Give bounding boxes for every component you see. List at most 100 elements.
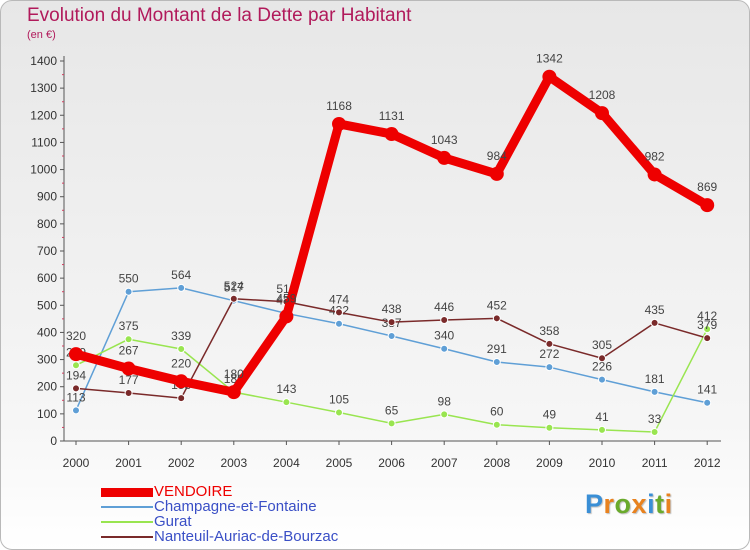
legend-swatch: [101, 488, 153, 497]
y-tick-label: 600: [37, 271, 57, 285]
data-label: 33: [648, 412, 662, 426]
data-label: 49: [543, 408, 557, 422]
data-point: [174, 374, 189, 389]
data-label: 60: [490, 405, 504, 419]
data-point: [542, 69, 557, 84]
logo-letter: x: [631, 489, 648, 519]
data-label: 1168: [326, 99, 352, 113]
data-label: 446: [434, 300, 454, 314]
data-point: [598, 375, 606, 384]
x-tick-label: 2009: [536, 456, 563, 470]
data-point: [387, 318, 396, 327]
data-point: [598, 425, 606, 434]
series-line-vendoire: [71, 72, 712, 397]
legend-label: Gurat: [154, 513, 192, 530]
data-point: [124, 388, 133, 397]
data-point: [598, 354, 606, 363]
data-label: 1043: [431, 133, 458, 147]
x-tick-label: 2001: [115, 456, 142, 470]
data-point: [492, 314, 501, 323]
x-tick-label: 2012: [694, 456, 721, 470]
data-label: 474: [329, 292, 349, 306]
data-label: 320: [66, 329, 86, 343]
data-label: 340: [434, 329, 454, 343]
y-tick-label: 500: [37, 298, 57, 312]
data-point: [121, 361, 136, 376]
data-label: 291: [487, 342, 507, 356]
y-tick-label: 700: [37, 244, 57, 258]
data-label: 412: [697, 309, 717, 323]
data-label: 339: [171, 329, 191, 343]
data-point: [440, 315, 449, 324]
data-point: [177, 394, 186, 403]
data-label: 438: [382, 302, 402, 316]
data-label: 564: [171, 268, 191, 282]
data-point: [492, 420, 501, 429]
data-point: [279, 309, 294, 324]
x-tick-label: 2005: [326, 456, 353, 470]
data-label: 375: [119, 319, 139, 333]
x-tick-label: 2010: [589, 456, 616, 470]
data-point: [384, 127, 399, 142]
data-point: [226, 385, 241, 400]
legend-label: VENDOIRE: [154, 483, 233, 500]
legend-swatch: [101, 536, 153, 538]
x-tick-label: 2000: [63, 456, 90, 470]
data-point: [177, 283, 186, 292]
y-tick-label: 300: [37, 353, 57, 367]
data-label: 358: [539, 324, 559, 338]
data-label: 180: [224, 367, 244, 381]
data-label: 143: [276, 382, 296, 396]
data-point: [545, 363, 554, 372]
data-label: 41: [595, 410, 609, 424]
x-tick-label: 2007: [431, 456, 458, 470]
data-label: 869: [697, 180, 717, 194]
data-point: [650, 318, 659, 327]
data-label: 181: [645, 372, 665, 386]
data-point: [650, 387, 659, 396]
data-point: [387, 331, 396, 340]
data-label: 550: [119, 272, 139, 286]
data-label: 226: [592, 360, 612, 374]
data-point: [703, 334, 712, 343]
data-point: [282, 398, 291, 407]
legend-swatch: [101, 506, 153, 508]
data-point: [229, 294, 238, 303]
data-label: 459: [276, 291, 296, 305]
logo-letter: i: [647, 489, 656, 519]
legend-swatch: [101, 521, 153, 523]
data-point: [124, 335, 133, 344]
x-tick-label: 2004: [273, 456, 300, 470]
y-tick-label: 0: [50, 434, 57, 448]
data-point: [703, 398, 712, 407]
data-label: 1342: [536, 52, 563, 66]
proxiti-logo: Proxiti: [585, 489, 673, 520]
chart-unit: (en €): [27, 29, 56, 41]
data-point: [440, 410, 449, 419]
data-point: [440, 344, 449, 353]
y-tick-label: 1000: [30, 163, 57, 177]
data-point: [72, 361, 80, 370]
data-label: 524: [224, 279, 244, 293]
data-label: 98: [438, 394, 452, 408]
data-point: [492, 358, 501, 367]
y-tick-label: 1200: [30, 108, 57, 122]
data-point: [335, 308, 343, 317]
data-label: 65: [385, 403, 399, 417]
data-label: 1208: [589, 88, 616, 102]
data-label: 272: [539, 347, 559, 361]
x-tick-label: 2002: [168, 456, 195, 470]
data-point: [595, 106, 609, 121]
data-label: 452: [487, 298, 507, 312]
data-label: 141: [697, 383, 717, 397]
data-label: 379: [697, 318, 717, 332]
y-tick-label: 800: [37, 217, 57, 231]
legend-label: Nanteuil-Auriac-de-Bourzac: [154, 528, 339, 545]
data-label: 194: [66, 368, 86, 382]
data-point: [335, 319, 343, 328]
chart-title: Evolution du Montant de la Dette par Hab…: [27, 5, 412, 26]
legend-label: Champagne-et-Fontaine: [154, 498, 317, 515]
x-tick-label: 2003: [220, 456, 247, 470]
data-point: [332, 116, 346, 131]
